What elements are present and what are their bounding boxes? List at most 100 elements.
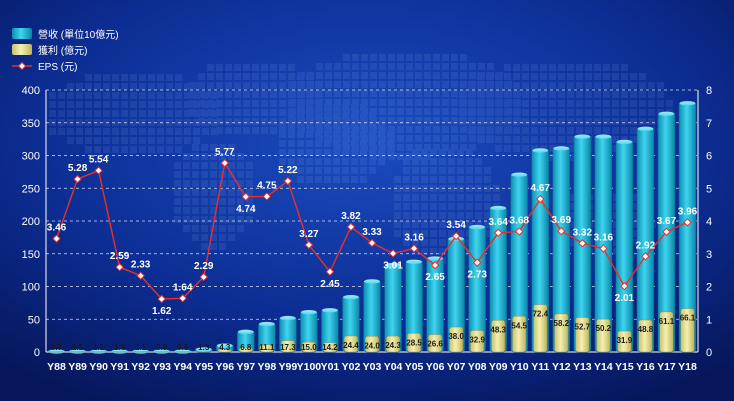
map-dot bbox=[397, 126, 404, 133]
map-dot bbox=[513, 145, 520, 152]
map-dot bbox=[184, 128, 191, 135]
eps-data-label: 2.59 bbox=[110, 251, 130, 262]
profit-data-label: 38.0 bbox=[448, 332, 464, 341]
map-dot bbox=[469, 144, 476, 151]
map-dot bbox=[315, 176, 322, 183]
eps-data-label: 3.68 bbox=[509, 215, 529, 226]
map-dot bbox=[306, 104, 313, 111]
map-dot bbox=[130, 119, 137, 126]
map-dot bbox=[648, 118, 655, 125]
profit-data-label: 24.0 bbox=[364, 341, 380, 350]
map-dot bbox=[466, 185, 473, 192]
map-dot bbox=[192, 153, 199, 160]
map-dot bbox=[469, 63, 476, 70]
map-dot bbox=[211, 110, 218, 117]
eps-marker bbox=[493, 228, 503, 238]
map-dot bbox=[439, 221, 446, 228]
map-dot bbox=[397, 54, 404, 61]
map-dot bbox=[343, 135, 350, 142]
map-dot bbox=[307, 126, 314, 133]
map-dot bbox=[495, 82, 502, 89]
map-dot bbox=[486, 127, 493, 134]
map-dot bbox=[505, 90, 512, 97]
map-dot bbox=[504, 64, 511, 71]
map-dot bbox=[237, 180, 244, 187]
map-dot bbox=[130, 92, 137, 99]
map-dot bbox=[67, 128, 74, 135]
map-dot bbox=[397, 144, 404, 151]
map-dot bbox=[343, 144, 350, 151]
map-dot bbox=[361, 144, 368, 151]
profit-data-label: 26.6 bbox=[427, 340, 443, 349]
map-dot bbox=[558, 100, 565, 107]
map-dot bbox=[198, 100, 205, 107]
map-dot bbox=[288, 82, 295, 89]
map-dot bbox=[49, 92, 56, 99]
map-dot bbox=[576, 118, 583, 125]
map-dot bbox=[306, 113, 313, 120]
map-dot bbox=[166, 119, 173, 126]
map-dot bbox=[297, 122, 304, 129]
profit-data-label: 32.9 bbox=[469, 335, 485, 344]
map-dot bbox=[466, 149, 473, 156]
map-dot bbox=[184, 92, 191, 99]
map-dot bbox=[406, 81, 413, 88]
profit-bar bbox=[301, 341, 316, 353]
map-dot bbox=[58, 119, 65, 126]
x-tick-label: Y07 bbox=[447, 361, 466, 373]
map-dot bbox=[193, 137, 200, 144]
map-dot bbox=[270, 100, 277, 107]
eps-data-label: 3.33 bbox=[362, 227, 382, 238]
map-dot bbox=[121, 137, 128, 144]
map-dot bbox=[261, 73, 268, 80]
map-dot bbox=[558, 82, 565, 89]
map-dot bbox=[430, 176, 437, 183]
map-dot bbox=[76, 101, 83, 108]
x-tick-label: Y91 bbox=[110, 361, 129, 373]
map-dot bbox=[121, 146, 128, 153]
map-dot bbox=[430, 167, 437, 174]
map-dot bbox=[370, 72, 377, 79]
map-dot bbox=[612, 118, 619, 125]
map-dot bbox=[448, 203, 455, 210]
map-dot bbox=[594, 64, 601, 71]
map-dot bbox=[448, 185, 455, 192]
map-dot bbox=[342, 122, 349, 129]
map-dot bbox=[397, 81, 404, 88]
eps-data-label: 2.73 bbox=[467, 270, 487, 281]
map-dot bbox=[495, 109, 502, 116]
map-dot bbox=[361, 135, 368, 142]
map-dot bbox=[594, 82, 601, 89]
map-dot bbox=[234, 127, 241, 134]
map-dot bbox=[424, 108, 431, 115]
map-dot bbox=[477, 118, 484, 125]
map-dot bbox=[469, 99, 476, 106]
map-dot bbox=[442, 99, 449, 106]
map-dot bbox=[412, 203, 419, 210]
map-dot bbox=[487, 90, 494, 97]
profit-bar bbox=[280, 340, 295, 353]
map-dot bbox=[298, 90, 305, 97]
map-dot bbox=[394, 194, 401, 201]
x-tick-label: Y10 bbox=[510, 361, 529, 373]
x-tick-label: Y13 bbox=[573, 361, 592, 373]
map-dot bbox=[207, 118, 214, 125]
eps-marker bbox=[325, 267, 335, 277]
map-dot bbox=[225, 118, 232, 125]
map-dot bbox=[298, 117, 305, 124]
map-dot bbox=[342, 131, 349, 138]
map-dot bbox=[352, 54, 359, 61]
map-dot bbox=[468, 100, 475, 107]
map-dot bbox=[360, 113, 367, 120]
x-tick-label: Y98 bbox=[257, 361, 276, 373]
map-dot bbox=[387, 131, 394, 138]
map-dot bbox=[522, 64, 529, 71]
map-dot bbox=[415, 81, 422, 88]
map-dot bbox=[261, 82, 268, 89]
map-dot bbox=[603, 82, 610, 89]
map-dot bbox=[360, 176, 367, 183]
map-dot bbox=[466, 158, 473, 165]
revenue-bar-cap bbox=[532, 148, 549, 153]
map-dot bbox=[412, 185, 419, 192]
map-dot bbox=[334, 72, 341, 79]
